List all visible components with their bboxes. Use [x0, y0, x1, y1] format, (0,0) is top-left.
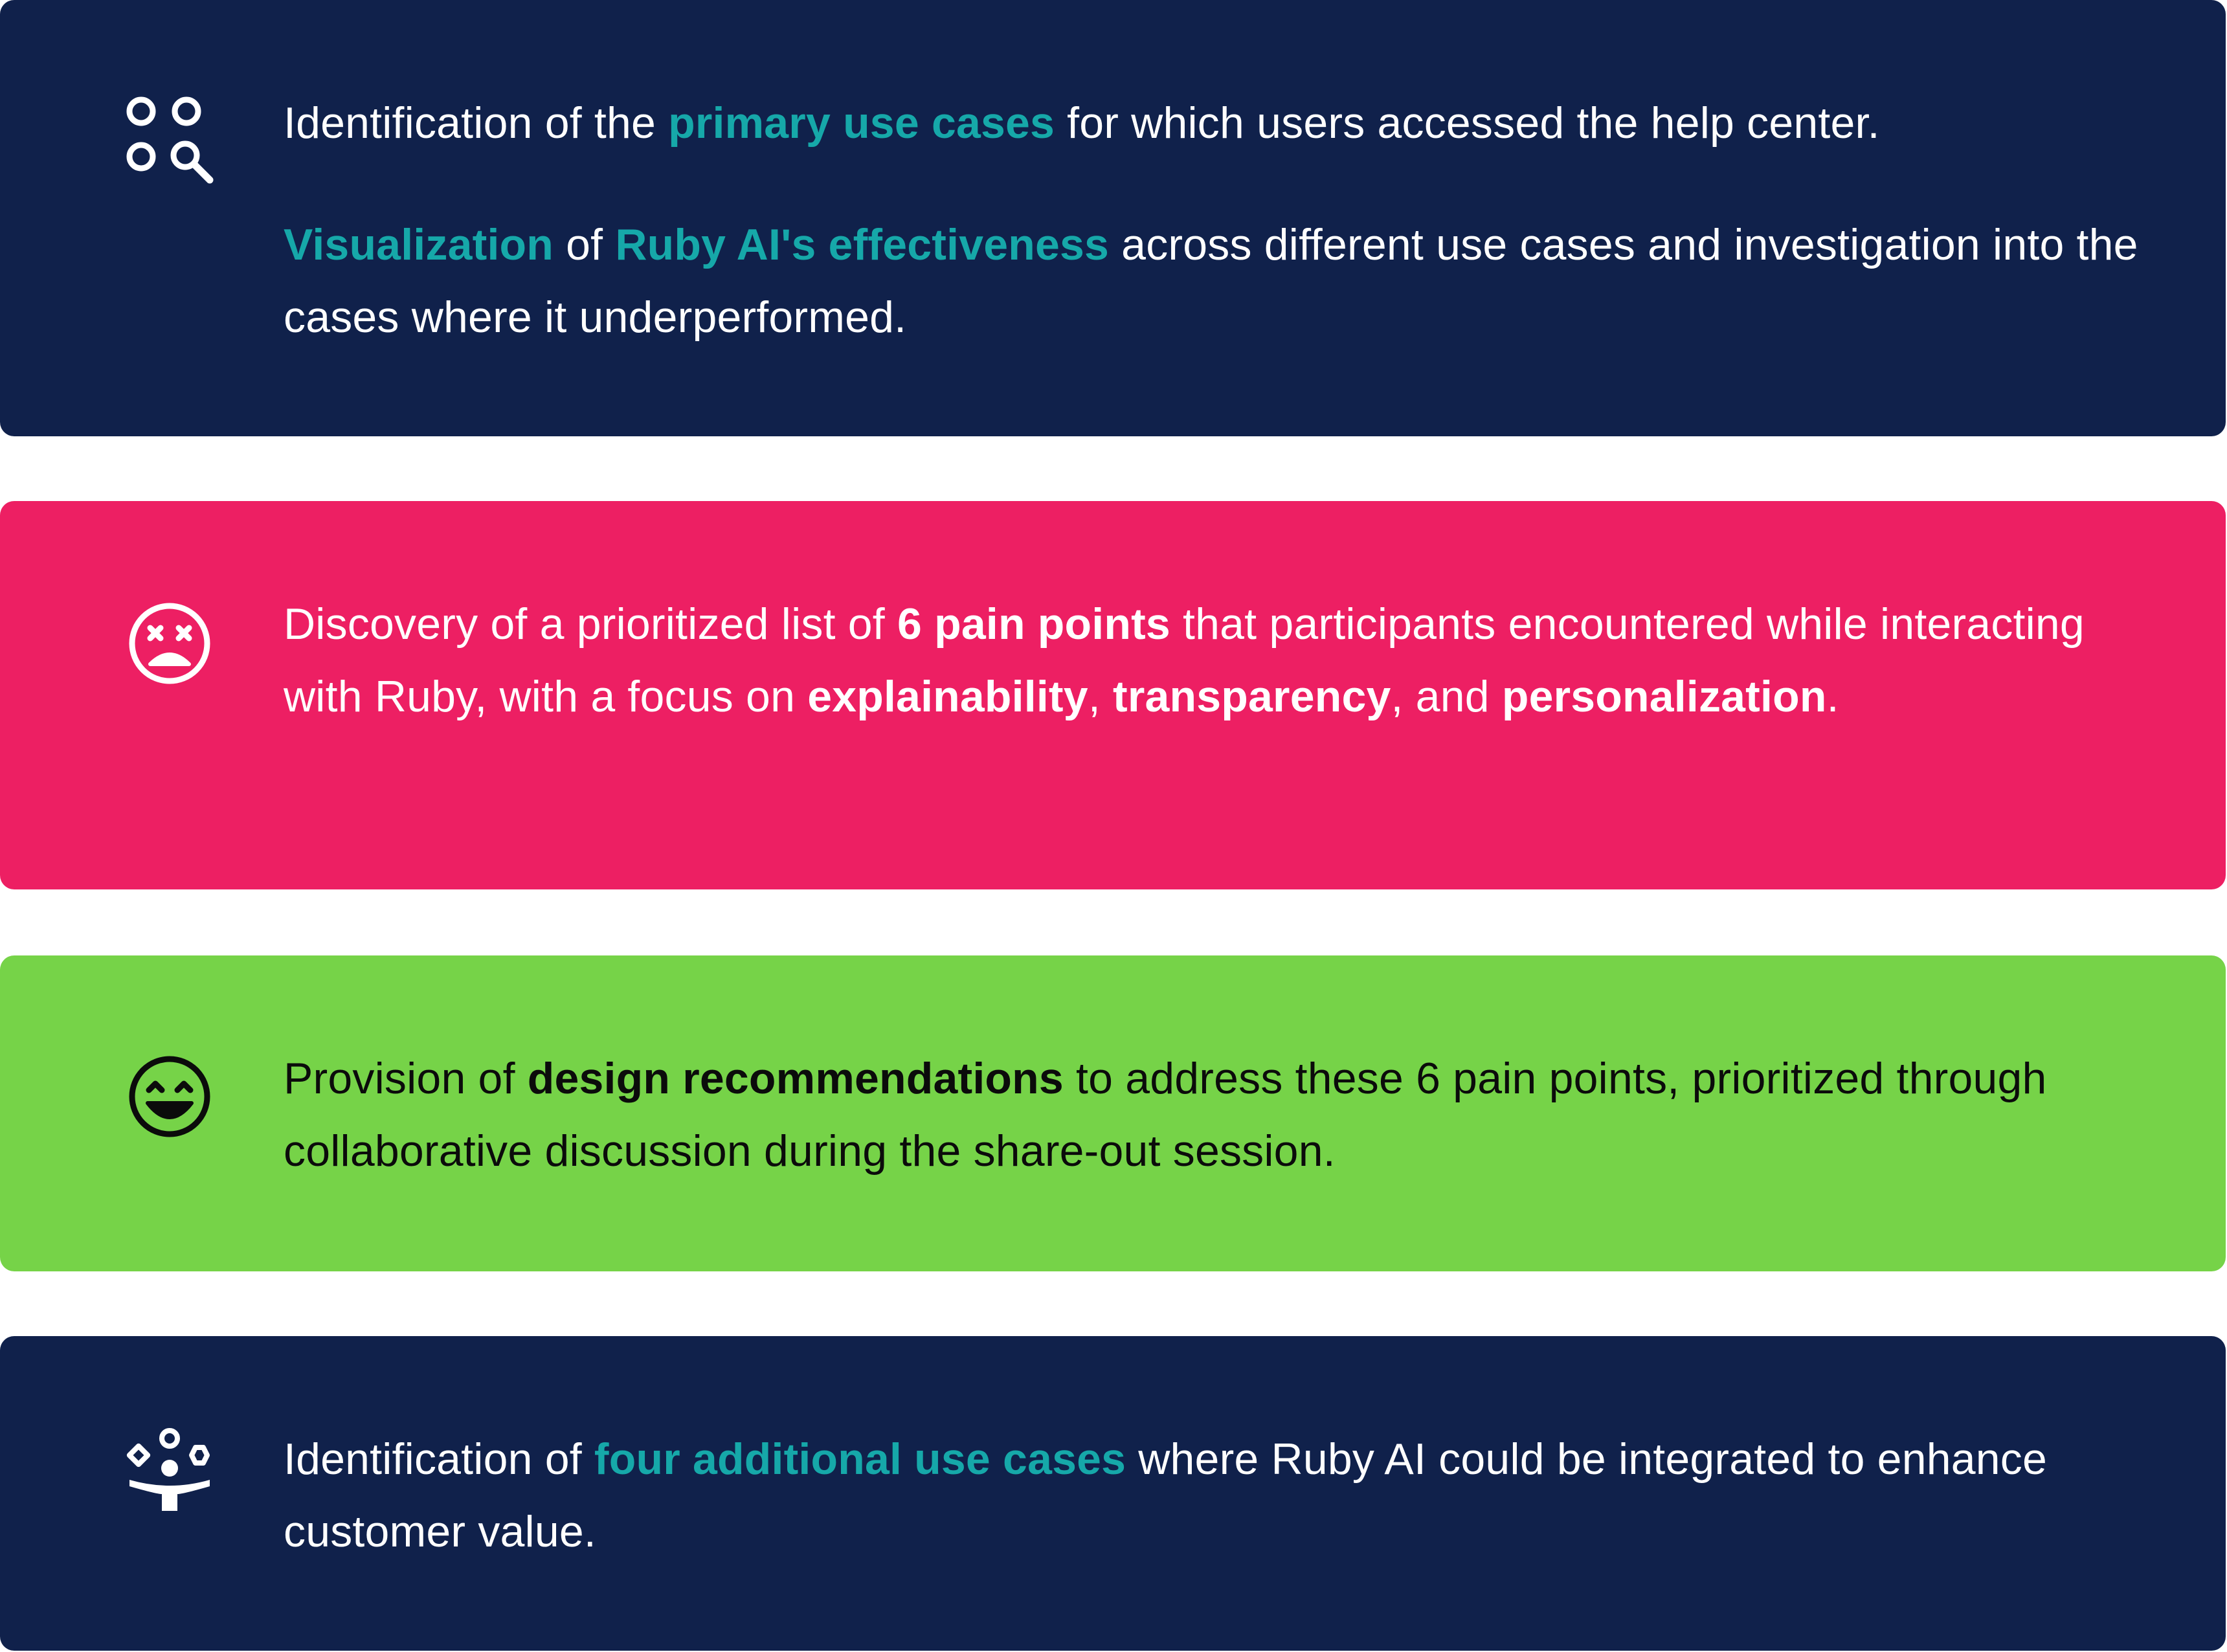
highlight-visualization: Visualization — [284, 220, 554, 269]
text-segment: Identification of the — [284, 98, 669, 148]
text-segment: Identification of — [284, 1434, 594, 1484]
findings-card-recommendations: Provision of design recommendations to a… — [0, 955, 2226, 1271]
text-segment: . — [1826, 672, 1839, 721]
circles-search-icon — [120, 91, 224, 194]
text-segment: across different use cases and investiga… — [284, 220, 2138, 342]
card-4-paragraph: Identification of four additional use ca… — [284, 1423, 2148, 1568]
text-segment: where Ruby AI could be integrated to enh… — [284, 1434, 2047, 1556]
emphasis-personalization: personalization — [1501, 672, 1827, 721]
emphasis-explainability: explainability — [807, 672, 1088, 721]
card-2-paragraph: Discovery of a prioritized list of 6 pai… — [284, 588, 2148, 733]
juggling-person-icon — [120, 1424, 224, 1528]
card-3-paragraph: Provision of design recommendations to a… — [284, 1042, 2148, 1187]
text-segment: to address these 6 pain points, prioriti… — [284, 1054, 2047, 1176]
findings-card-use-cases: Identification of the primary use cases … — [0, 0, 2226, 436]
text-segment: for which users accessed the help center… — [1055, 98, 1880, 148]
text-segment: that participants encountered while inte… — [284, 599, 2085, 721]
highlight-four-additional-use-cases: four additional use cases — [594, 1434, 1126, 1484]
emphasis-transparency: transparency — [1113, 672, 1391, 721]
highlight-ruby-effectiveness: Ruby AI's effectiveness — [615, 220, 1110, 269]
card-1-paragraph-2: Visualization of Ruby AI's effectiveness… — [284, 208, 2148, 353]
card-1-paragraph-1: Identification of the primary use cases … — [284, 87, 2148, 159]
text-segment: Discovery of a prioritized list of — [284, 599, 897, 649]
emphasis-6-pain-points: 6 pain points — [897, 599, 1170, 649]
frustrated-face-icon — [120, 594, 224, 698]
findings-card-pain-points: Discovery of a prioritized list of 6 pai… — [0, 501, 2226, 889]
text-segment: , and — [1391, 672, 1502, 721]
text-segment: of — [554, 220, 616, 269]
emphasis-design-recommendations: design recommendations — [527, 1054, 1064, 1103]
happy-face-icon — [120, 1047, 224, 1151]
text-segment: , — [1088, 672, 1113, 721]
text-segment: Provision of — [284, 1054, 528, 1103]
findings-card-additional-use-cases: Identification of four additional use ca… — [0, 1336, 2226, 1651]
highlight-primary-use-cases: primary use cases — [668, 98, 1055, 148]
